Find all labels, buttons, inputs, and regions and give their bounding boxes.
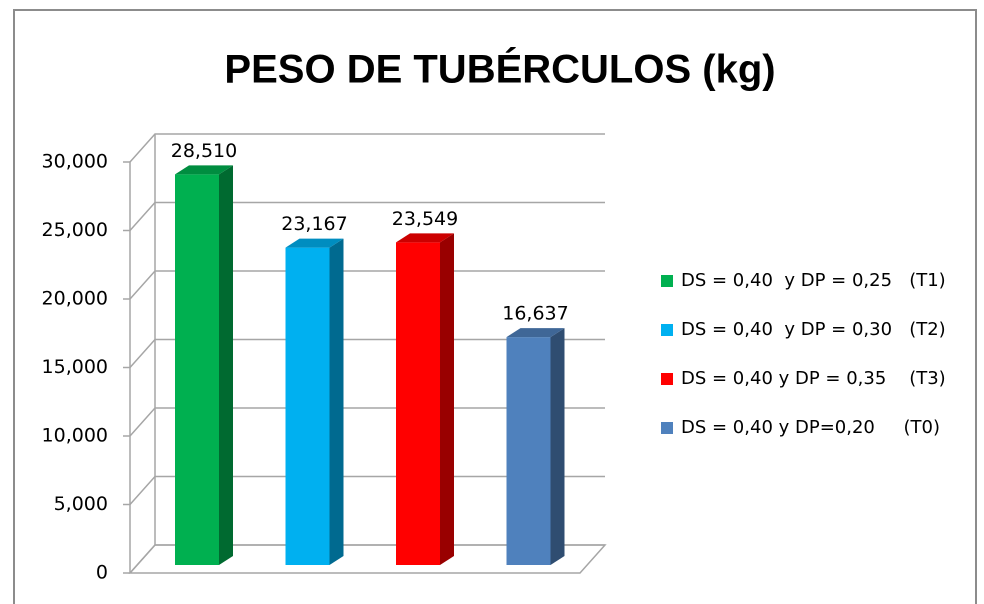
bar — [506, 328, 565, 565]
bar-top — [506, 328, 565, 338]
data-label: 23,549 — [392, 208, 458, 230]
bar-front — [175, 174, 219, 565]
bar-side — [219, 165, 233, 565]
data-label: 23,167 — [281, 213, 347, 235]
legend-swatch — [661, 373, 673, 385]
bar-top — [175, 165, 233, 175]
legend-label: DS = 0,40 y DP = 0,35 (T3) — [681, 368, 946, 389]
grid-line — [129, 407, 605, 437]
bar — [396, 233, 454, 565]
bar-side — [329, 238, 344, 565]
bar-front — [396, 242, 440, 565]
y-tick-label: 10,000 — [42, 425, 108, 447]
grid-line — [129, 338, 605, 368]
bar-front — [285, 247, 330, 565]
bar — [285, 238, 344, 565]
bar-side — [440, 233, 454, 565]
data-label: 16,637 — [502, 303, 568, 325]
legend-label: DS = 0,40 y DP=0,20 (T0) — [681, 417, 940, 438]
legend-label: DS = 0,40 y DP = 0,30 (T2) — [681, 319, 946, 340]
grid-line — [129, 270, 605, 300]
legend-swatch — [661, 275, 673, 287]
bar-top — [396, 233, 454, 243]
bar-side — [550, 328, 565, 565]
chart-frame — [13, 9, 977, 604]
y-tick-label: 25,000 — [42, 219, 108, 241]
grid-line — [129, 133, 605, 163]
y-tick-label: 20,000 — [42, 288, 108, 310]
y-tick-label: 0 — [96, 562, 108, 584]
y-tick-label: 30,000 — [42, 151, 108, 173]
bar — [175, 165, 233, 565]
y-tick-label: 15,000 — [42, 356, 108, 378]
grid-line — [129, 201, 605, 231]
chart-title: PESO DE TUBÉRCULOS (kg) — [224, 47, 775, 92]
bar-front — [506, 337, 551, 565]
legend-swatch — [661, 422, 673, 434]
y-tick-label: 5,000 — [54, 493, 108, 515]
legend-swatch — [661, 324, 673, 336]
data-label: 28,510 — [171, 140, 237, 162]
grid-line — [129, 544, 605, 574]
grid-line — [129, 475, 605, 505]
bar-top — [285, 238, 344, 248]
legend-label: DS = 0,40 y DP = 0,25 (T1) — [681, 270, 946, 291]
